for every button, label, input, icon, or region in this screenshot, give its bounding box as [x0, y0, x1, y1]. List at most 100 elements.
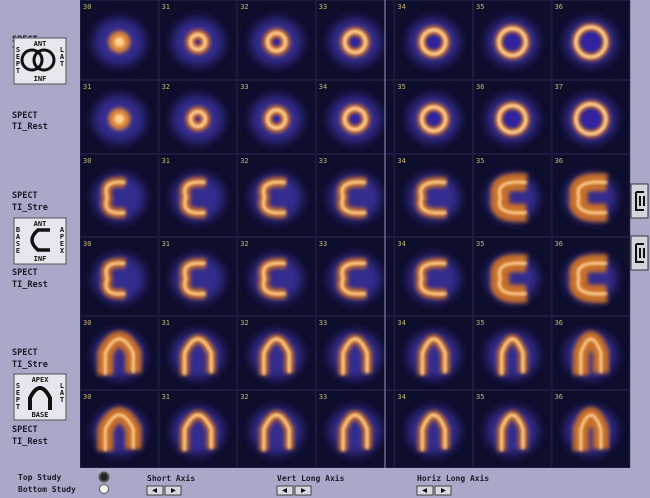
slice-number: 33 — [319, 3, 327, 11]
image-tile: 33 — [237, 80, 316, 154]
image-tile: 34 — [394, 0, 473, 80]
study-label: TI_Stre — [12, 203, 48, 213]
slice-number: 33 — [319, 319, 327, 327]
slice-number: 33 — [240, 83, 248, 91]
uptake-core — [500, 337, 525, 375]
slice-number: 36 — [555, 393, 563, 401]
radio-button[interactable] — [98, 471, 110, 483]
slice-number: 33 — [319, 157, 327, 165]
diagram-label: ANT — [34, 220, 47, 228]
diagram-shape — [28, 386, 52, 410]
slice-number: 32 — [240, 319, 248, 327]
slice-number: 36 — [555, 157, 563, 165]
image-tile: 31 — [158, 237, 238, 316]
image-tile: 36 — [473, 80, 552, 154]
uptake-core — [419, 261, 447, 296]
uptake-core — [262, 261, 286, 296]
slice-number: 30 — [83, 393, 91, 401]
image-tile: 36 — [551, 0, 631, 80]
image-tile: 36 — [551, 390, 631, 468]
slice-number: 30 — [83, 3, 91, 11]
slice-number: 31 — [162, 240, 170, 248]
uptake-core — [183, 261, 206, 296]
image-tile: 33 — [315, 154, 395, 237]
view-title: Short Axis — [147, 473, 195, 483]
view-title: Horiz Long Axis — [417, 473, 489, 483]
image-tile: 35 — [473, 0, 552, 80]
uptake-core — [579, 337, 603, 375]
slice-number: 34 — [397, 319, 405, 327]
uptake-core — [188, 110, 207, 128]
uptake-core — [103, 337, 135, 375]
uptake-core — [262, 413, 291, 451]
cavity — [504, 111, 520, 127]
uptake-core — [420, 337, 447, 375]
uptake-core — [500, 413, 525, 451]
study-label: SPECT — [12, 348, 38, 358]
cavity — [195, 117, 200, 121]
image-tile: 32 — [237, 154, 316, 237]
slice-number: 34 — [397, 393, 405, 401]
uptake-core — [340, 261, 367, 296]
cavity — [504, 34, 520, 50]
image-tile: 32 — [237, 390, 316, 468]
slice-number: 32 — [240, 393, 248, 401]
image-tile: 34 — [394, 154, 473, 237]
image-tile: 30 — [80, 0, 159, 80]
slice-number: 34 — [319, 83, 327, 91]
uptake-core — [576, 261, 608, 296]
diagram-label: SEPT — [14, 46, 22, 74]
image-tile: 35 — [473, 390, 552, 468]
diagram-label: BASE — [14, 226, 22, 254]
study-label: SPECT — [12, 425, 38, 435]
uptake-core — [266, 108, 287, 130]
image-tile: 30 — [80, 237, 159, 316]
cavity — [273, 116, 280, 122]
diagram-label: INF — [34, 75, 47, 83]
view-title: Vert Long Axis — [277, 473, 345, 483]
image-tile: 31 — [158, 316, 238, 390]
study-label: SPECT — [12, 191, 38, 201]
uptake-core — [343, 107, 368, 131]
slice-number: 35 — [476, 240, 484, 248]
uptake-core — [420, 413, 447, 451]
study-label: SPECT — [12, 111, 38, 121]
cavity — [427, 113, 440, 125]
slice-number: 30 — [83, 157, 91, 165]
slice-number: 35 — [476, 393, 484, 401]
image-tile: 34 — [394, 390, 473, 468]
slice-number: 32 — [162, 83, 170, 91]
radio-button[interactable] — [99, 484, 109, 494]
image-tile: 36 — [551, 154, 631, 237]
nav-arrow — [441, 488, 446, 493]
cavity — [581, 110, 600, 128]
slice-number: 35 — [476, 3, 484, 11]
diagram-shape — [20, 48, 44, 72]
uptake-core — [114, 37, 125, 47]
diagram-label: BASE — [32, 411, 49, 419]
uptake-core — [183, 413, 213, 451]
image-tile: 31 — [158, 0, 238, 80]
slice-number: 31 — [162, 319, 170, 327]
diagram-label: ANT — [34, 40, 47, 48]
image-tile: 31 — [158, 390, 238, 468]
slice-number: 33 — [319, 393, 327, 401]
image-tile: 34 — [394, 316, 473, 390]
nav-arrow — [282, 488, 287, 493]
uptake-core — [420, 105, 448, 133]
slice-number: 34 — [397, 240, 405, 248]
uptake-core — [574, 102, 608, 136]
study-label: TI_Rest — [12, 437, 48, 447]
slice-number: 31 — [162, 3, 170, 11]
uptake-core — [419, 180, 447, 215]
cavity — [350, 37, 360, 47]
image-tile: 33 — [315, 0, 395, 80]
image-tile: 32 — [237, 0, 316, 80]
slice-number: 31 — [83, 83, 91, 91]
cavity — [273, 39, 280, 45]
uptake-core — [420, 28, 448, 56]
diagram-box — [13, 373, 67, 421]
diagram-label: APEX — [32, 376, 50, 384]
image-tile: 36 — [551, 237, 631, 316]
